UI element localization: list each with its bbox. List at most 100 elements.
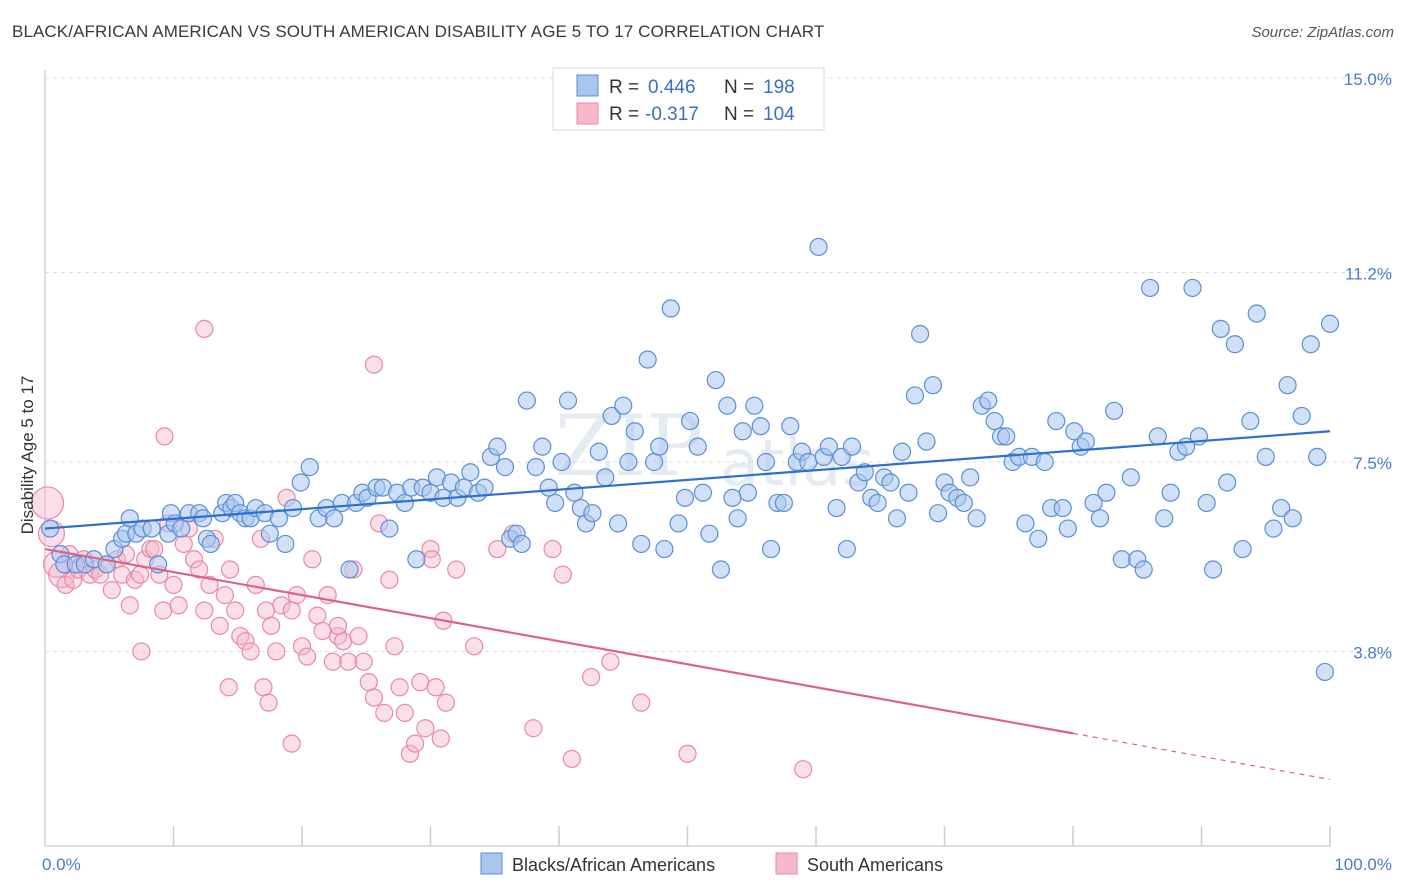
blacks-african-americans-point [1161,483,1180,502]
south-americans-point [323,652,342,671]
blacks-african-americans-point [1084,493,1103,513]
blacks-african-americans-point [1264,519,1283,538]
blacks-african-americans-point [1121,468,1140,487]
series-legend: Blacks/African Americans South Americans [480,852,943,875]
south-americans-point [267,642,286,661]
blacks-african-americans-point [1278,376,1297,395]
blacks-african-americans-point [745,396,764,415]
blacks-african-americans-point [495,458,515,477]
south-americans-point [582,667,601,687]
legend-blue-r-label: R = [609,77,639,98]
south-americans-points [30,319,813,779]
blacks-african-americans-point [1112,550,1131,569]
blacks-african-americans-point [539,478,558,497]
blacks-african-americans-point [1292,406,1311,426]
south-americans-point [431,729,450,748]
south-americans-point [794,760,813,779]
south-americans-point [313,621,332,641]
blacks-african-americans-point [565,483,584,502]
blacks-african-americans-point [728,509,747,528]
blacks-african-americans-point [917,432,936,451]
blacks-african-americans-point [1035,452,1054,472]
blacks-african-americans-point [172,519,191,538]
blacks-african-americans-point [819,437,838,456]
south-americans-point [215,586,234,605]
blacks-african-americans-point [488,437,507,456]
south-americans-point [145,539,164,559]
south-americans-point [426,678,445,697]
blacks-african-americans-point [1211,319,1230,338]
blacks-african-americans-point [475,478,494,497]
blacks-african-americans-point [193,509,213,528]
blacks-african-americans-point [1301,335,1320,354]
blacks-african-americans-point [1218,473,1237,492]
x-tick-label-min: 0.0% [42,855,81,874]
y-tick-labels: 3.8% 7.5% 11.2% 15.0% [1344,70,1392,662]
south-americans-point [220,560,240,579]
pink-trend-line-extrapolated [1072,732,1331,781]
south-americans-point [195,319,214,338]
south-americans-point [254,678,273,697]
trend-lines [44,430,1331,781]
blacks-african-americans-point [1065,422,1084,441]
blacks-african-americans-point [1225,335,1245,354]
south-americans-point [195,601,214,620]
blacks-african-americans-point [954,493,973,513]
legend-pink-r-label: R = [609,104,639,125]
south-americans-point [184,550,204,569]
blacks-african-americans-point [700,524,719,543]
blacks-african-americans-point [961,468,980,487]
blacks-african-americans-point [632,534,651,554]
blacks-african-americans-point [589,442,608,461]
blacks-african-americans-point [1029,529,1048,548]
correlation-legend: R = 0.446 N = 198 R = -0.317 N = 104 [552,67,825,131]
blacks-african-americans-point [997,427,1016,446]
legend-blue-n-value: 198 [763,77,795,98]
blacks-african-americans-point [761,539,781,559]
blacks-african-americans-point [781,417,800,436]
blacks-african-americans-point [923,376,943,395]
south-americans-point [562,749,581,769]
south-americans-point [102,580,121,600]
blacks-african-americans-point [614,396,633,415]
south-americans-point [292,637,312,656]
blacks-african-americans-point [325,509,344,528]
legend-pink-r-value: -0.317 [645,104,699,125]
blacks-african-americans-point [201,534,220,554]
blacks-african-americans-point [693,483,713,502]
legend-pink-n-label: N = [724,104,754,125]
blacks-african-americans-point [1283,509,1302,528]
south-americans-point [488,539,507,559]
south-americans-point [190,560,209,579]
blacks-african-americans-point [512,534,531,554]
blacks-african-americans-point [380,519,399,538]
y-tick-label-1: 7.5% [1353,454,1392,473]
south-americans-point [553,565,572,584]
legend-blue-n-label: N = [724,77,754,98]
south-americans-point [416,719,435,738]
south-americans-point [364,355,384,374]
x-ticks [172,826,1331,846]
south-americans-point [328,616,348,635]
blacks-african-americans-point [558,391,578,410]
blacks-african-americans-point [1047,411,1066,431]
blacks-african-americans-point [868,493,887,513]
south-americans-point [543,539,562,559]
blacks-african-americans-point [260,524,279,543]
south-americans-point [308,606,327,625]
chart-title: BLACK/AFRICAN AMERICAN VS SOUTH AMERICAN… [12,22,825,41]
blacks-african-americans-point [887,509,907,528]
blacks-african-americans-point [1058,519,1077,538]
blacks-african-americans-point [881,473,900,492]
y-axis-title: Disability Age 5 to 17 [18,376,37,535]
blacks-african-americans-point [738,483,757,502]
blacks-african-americans-point [1148,427,1167,446]
blacks-african-americans-point [1247,304,1266,323]
bottom-legend-blue-label: Blacks/African Americans [512,855,715,875]
blacks-african-americans-point [283,498,303,518]
blacks-african-americans-point [899,483,918,502]
blacks-african-americans-point [837,539,856,559]
south-americans-point [436,693,456,712]
blacks-african-americans-point [583,504,602,523]
blacks-african-americans-point [1097,483,1116,502]
